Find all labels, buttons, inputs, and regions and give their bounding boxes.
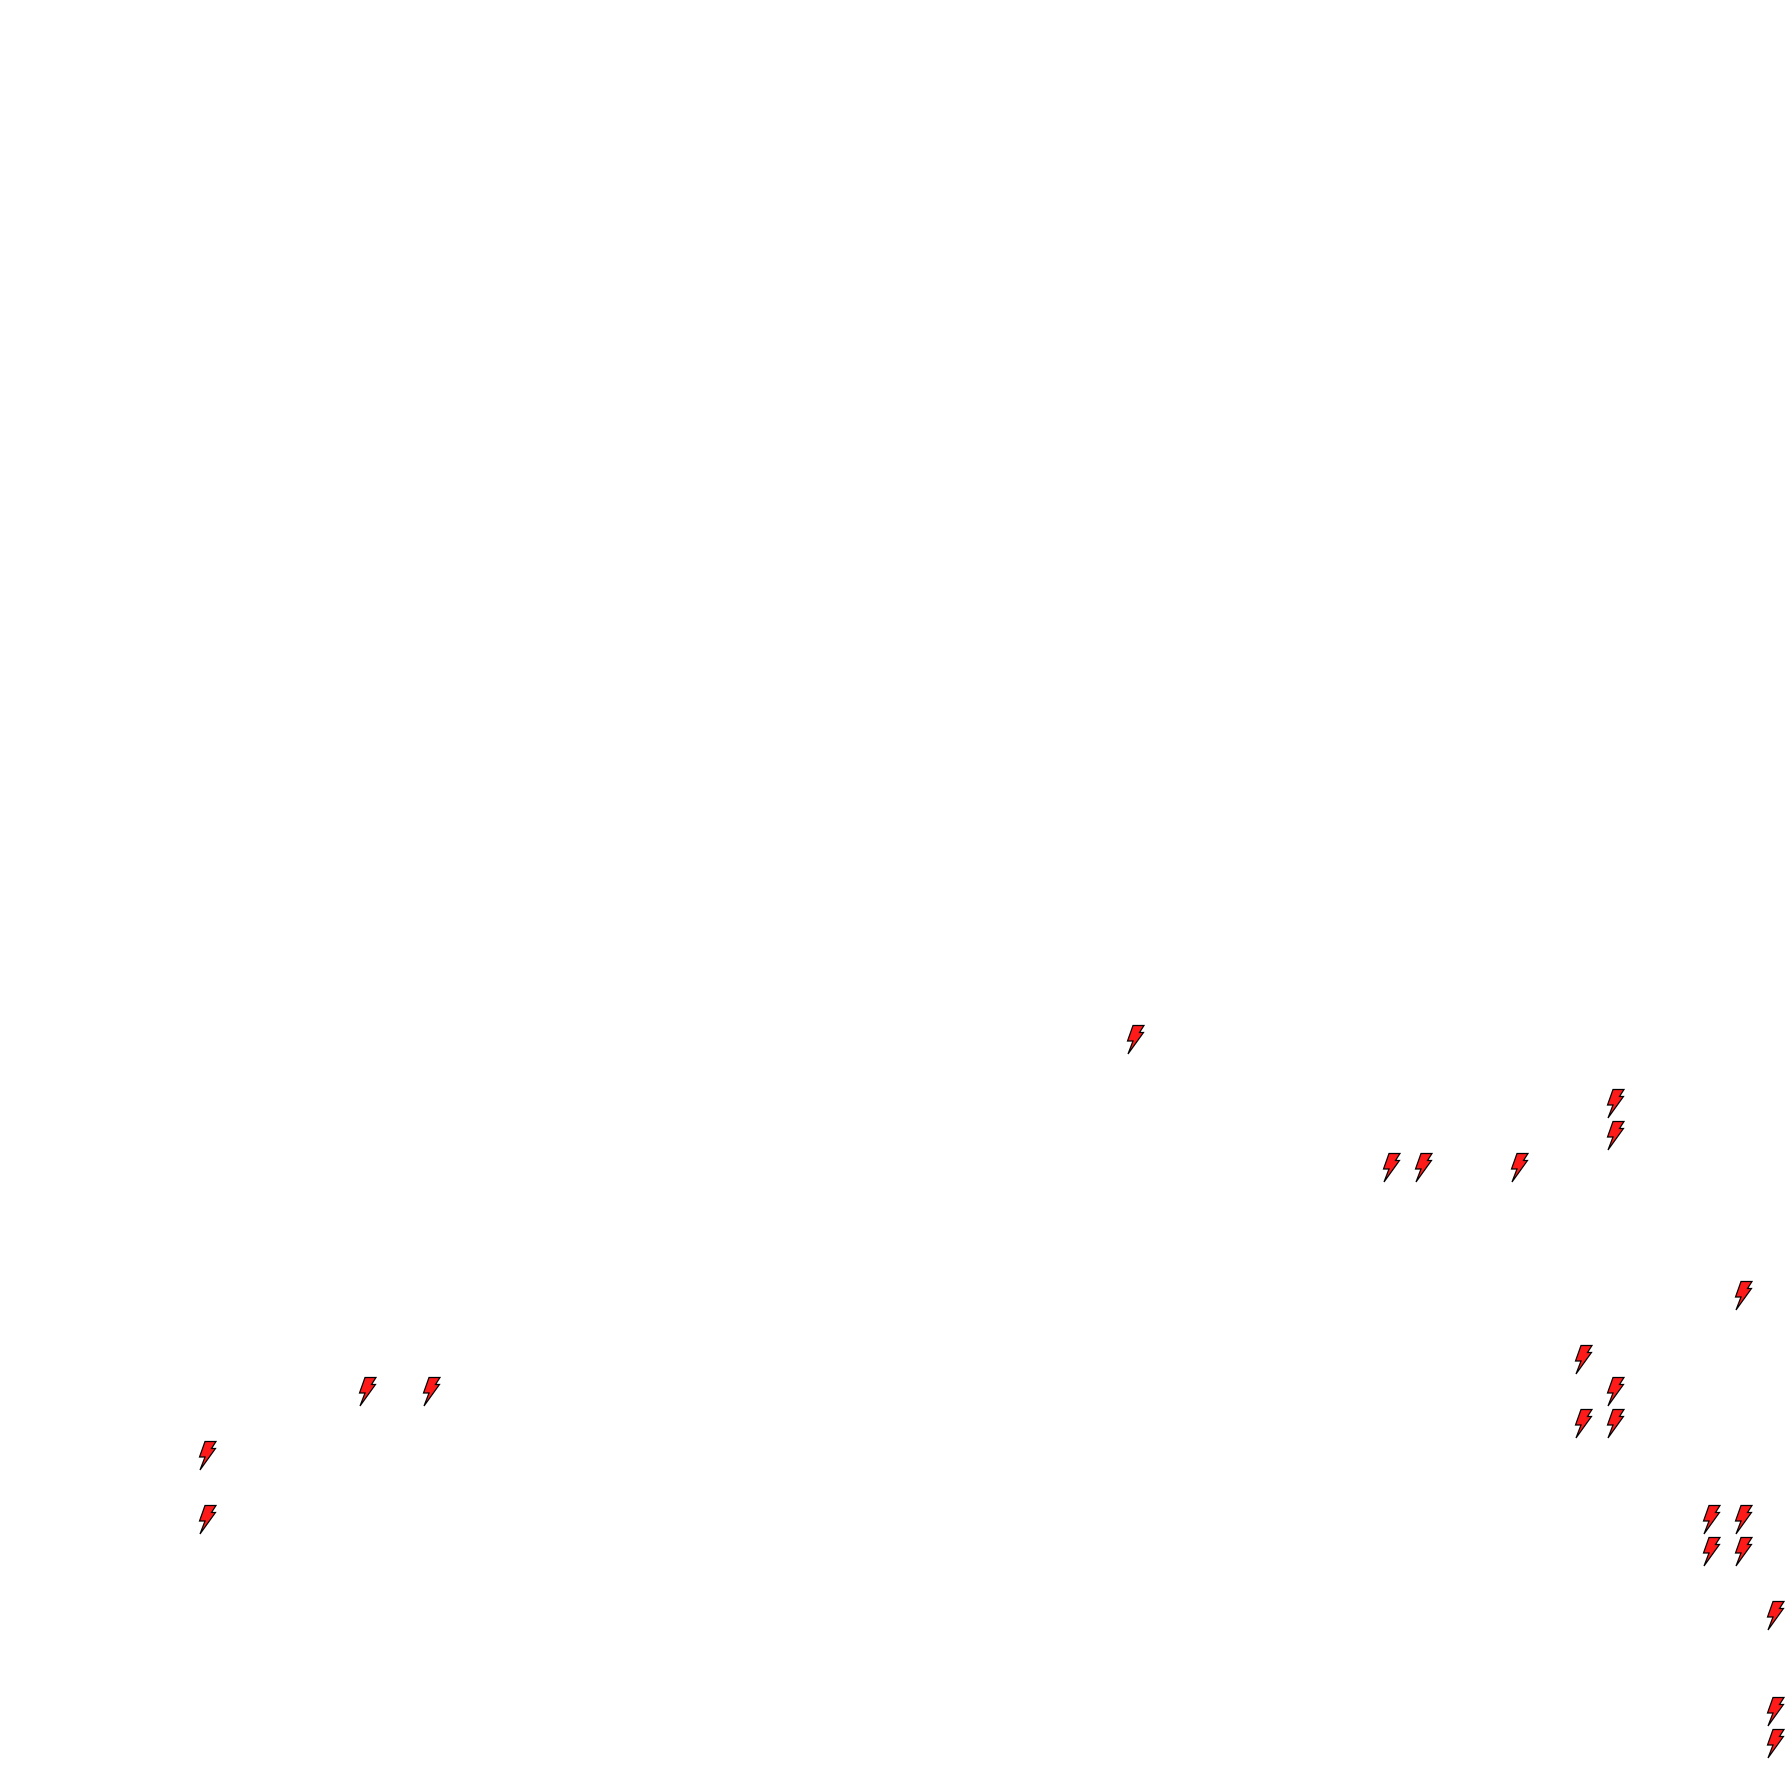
- lightning-bolt-icon[interactable]: [1600, 1120, 1632, 1152]
- lightning-bolt-icon[interactable]: [1504, 1152, 1536, 1184]
- lightning-bolt-icon[interactable]: [1728, 1536, 1760, 1568]
- lightning-bolt-icon[interactable]: [1760, 1728, 1792, 1760]
- lightning-bolt-icon[interactable]: [416, 1376, 448, 1408]
- lightning-bolt-icon[interactable]: [1760, 1600, 1792, 1632]
- lightning-bolt-icon[interactable]: [1408, 1152, 1440, 1184]
- lightning-bolt-icon[interactable]: [192, 1440, 224, 1472]
- lightning-bolt-icon[interactable]: [192, 1504, 224, 1536]
- lightning-bolt-icon[interactable]: [1568, 1408, 1600, 1440]
- lightning-bolt-icon[interactable]: [1120, 1024, 1152, 1056]
- lightning-bolt-icon[interactable]: [1600, 1376, 1632, 1408]
- lightning-bolt-icon[interactable]: [1728, 1280, 1760, 1312]
- lightning-bolt-icon[interactable]: [352, 1376, 384, 1408]
- lightning-bolt-icon[interactable]: [1568, 1344, 1600, 1376]
- lightning-bolt-icon[interactable]: [1600, 1088, 1632, 1120]
- lightning-bolt-icon[interactable]: [1696, 1536, 1728, 1568]
- lightning-bolt-icon[interactable]: [1760, 1696, 1792, 1728]
- lightning-bolt-icon[interactable]: [1376, 1152, 1408, 1184]
- lightning-bolt-icon[interactable]: [1728, 1504, 1760, 1536]
- lightning-bolt-icon[interactable]: [1600, 1408, 1632, 1440]
- lightning-bolt-icon[interactable]: [1696, 1504, 1728, 1536]
